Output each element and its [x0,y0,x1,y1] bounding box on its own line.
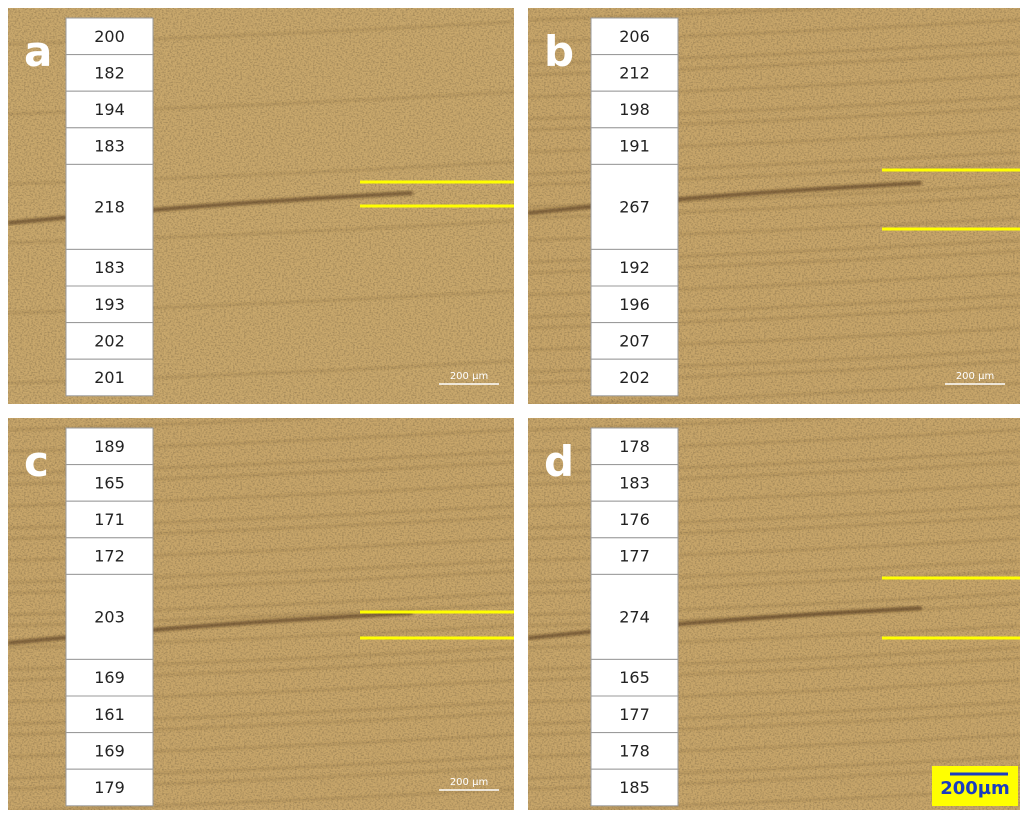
streak [26,788,514,810]
hardness-value: 194 [94,100,125,119]
table-cell [65,464,154,502]
table-cell [65,658,154,697]
table-cell [65,768,154,807]
table-cell [590,248,679,287]
hardness-value: 191 [619,137,650,156]
hardness-value: 201 [94,368,125,387]
hardness-value: 192 [619,258,650,277]
hardness-value: 165 [619,668,650,687]
hardness-value: 206 [619,27,650,46]
hardness-value: 161 [94,705,125,724]
table-cell [65,248,154,287]
panel-label: c [24,437,49,486]
hardness-value: 182 [94,63,125,82]
hardness-value: 169 [94,741,125,760]
table-cell [590,500,679,539]
table-cell [65,127,154,165]
micrograph-panel: d 178 183 176 177 274 165 177 178 185 200µm [528,418,1020,810]
table-cell [65,358,154,397]
table-cell [65,163,154,250]
hardness-value: 176 [619,510,650,529]
table-cell [590,573,679,660]
table-cell [590,427,679,466]
hardness-value: 202 [619,368,650,387]
hardness-value: 196 [619,295,650,314]
hardness-value: 183 [94,137,125,156]
panel-label: d [544,437,574,486]
hardness-value: 183 [619,473,650,492]
table-cell [65,732,154,770]
hardness-value: 218 [94,197,125,216]
hardness-value: 165 [94,473,125,492]
table-cell [590,54,679,92]
scale-label: 200 µm [450,371,488,382]
table-cell [590,464,679,502]
hardness-value: 183 [94,258,125,277]
scale-label: 200 µm [450,777,488,788]
hardness-value: 177 [619,547,650,566]
table-cell [590,768,679,807]
table-cell [590,695,679,734]
streak [543,382,1020,404]
hardness-value: 169 [94,668,125,687]
micrograph-panel: b 206 212 198 191 267 192 196 207 202 200 µm [528,8,1020,404]
hardness-value: 274 [619,607,650,626]
table-cell [65,537,154,575]
hardness-value: 203 [94,607,125,626]
central-streak [528,606,922,640]
table-cell [590,90,679,129]
hardness-value: 178 [619,741,650,760]
scale-label: 200 µm [956,371,994,382]
hardness-value: 200 [94,27,125,46]
hardness-value: 207 [619,331,650,350]
hardness-value: 198 [619,100,650,119]
hardness-value: 185 [619,778,650,797]
hardness-value: 189 [94,437,125,456]
panel-label: b [544,27,574,76]
hardness-value: 177 [619,705,650,724]
panel-label: a [24,27,52,76]
hardness-value: 267 [619,197,650,216]
table-cell [590,163,679,250]
hardness-value: 172 [94,547,125,566]
hardness-value: 212 [619,63,650,82]
micrograph-panel: c 189 165 171 172 203 169 161 169 179 200 µm [8,418,514,810]
hardness-value: 171 [94,510,125,529]
table-cell [65,573,154,660]
central-streak [528,181,922,215]
scale-label: 200µm [940,778,1010,799]
table-cell [590,358,679,397]
table-cell [65,285,154,324]
hardness-value: 193 [94,295,125,314]
table-cell [590,127,679,165]
hardness-value: 179 [94,778,125,797]
table-cell [590,537,679,575]
micrograph-panel: a 200 182 194 183 218 183 193 202 201 200 µm [8,8,514,404]
table-cell [590,322,679,360]
hardness-value: 178 [619,437,650,456]
table-cell [65,500,154,539]
table-cell [590,285,679,324]
central-streak [8,191,413,225]
table-cell [590,732,679,770]
table-cell [590,17,679,56]
hardness-value: 202 [94,331,125,350]
central-streak [8,611,413,645]
